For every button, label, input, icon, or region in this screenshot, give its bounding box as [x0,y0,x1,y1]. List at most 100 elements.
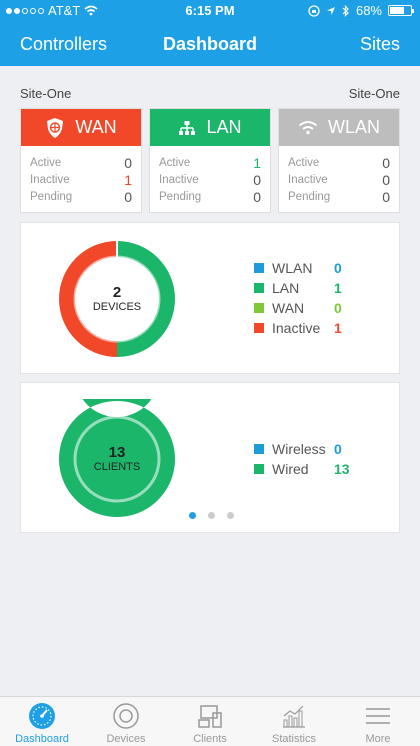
devices-count: 2 [112,284,122,301]
tab-statistics[interactable]: Statistics [252,697,336,746]
tab-bar: Dashboard Devices Clients Statistics [0,696,420,746]
wan-pending-row: Pending 0 [30,188,132,205]
legend-swatch [254,444,264,454]
wlan-card-header: WLAN [279,109,399,146]
site-row: Site-One Site-One [20,86,400,101]
tab-clients[interactable]: Clients [168,697,252,746]
page-dot[interactable] [226,512,234,519]
legend-label: WAN [272,300,305,316]
tab-label: Dashboard [15,733,69,745]
battery-icon [388,5,414,16]
page-indicator[interactable] [21,512,401,519]
wlan-card-title: WLAN [327,117,380,137]
clients-donut-chart [59,399,175,517]
row-value: 0 [382,154,390,171]
legend-item: LAN 1 [254,278,342,298]
legend-value: 13 [334,461,350,477]
devices-icon [113,703,139,729]
row-label: Active [159,156,191,169]
page-dot[interactable] [188,512,196,519]
status-bar: AT&T 6:15 PM 68% [0,0,420,20]
tab-dashboard[interactable]: Dashboard [0,697,84,746]
wlan-inactive-row: Inactive 0 [288,171,390,188]
tab-label: Statistics [271,733,316,745]
row-value: 0 [253,188,261,205]
legend-value: 0 [334,300,342,316]
devices-panel[interactable]: 2 DEVICES WLAN 0 LAN 1 WAN 0 Inactive 1 [20,222,400,374]
row-label: Inactive [159,173,199,186]
row-value: 1 [253,154,261,171]
lan-card[interactable]: LAN Active 1 Inactive 0 Pending 0 [149,108,271,213]
legend-label: Wireless [272,441,326,457]
menu-icon [366,708,390,724]
wan-card-title: WAN [75,117,117,137]
row-label: Pending [30,190,73,203]
clients-panel[interactable]: 13 CLIENTS Wireless 0 Wired 13 [20,382,400,533]
lan-card-header: LAN [150,109,270,146]
wan-active-row: Active 0 [30,154,132,171]
legend-label: Wired [272,461,309,477]
page-title: Dashboard [162,34,258,54]
top-bar: AT&T 6:15 PM 68% Controllers Dashbo [0,0,420,66]
dashboard-icon [29,703,55,729]
row-value: 0 [124,154,132,171]
site-name-left: Site-One [20,86,72,101]
lan-inactive-row: Inactive 0 [159,171,261,188]
legend-label: Inactive [272,320,321,336]
legend-swatch [254,283,264,293]
legend-value: 1 [334,280,342,296]
network-icon [179,120,196,135]
clients-count: 13 [108,444,126,461]
clients-legend: Wireless 0 Wired 13 [254,439,350,479]
wlan-card[interactable]: WLAN Active 0 Inactive 0 Pending 0 [278,108,400,213]
tab-more[interactable]: More [336,697,420,746]
legend-item: Inactive 1 [254,318,342,338]
row-label: Pending [288,190,331,203]
lan-active-row: Active 1 [159,154,261,171]
row-label: Active [288,156,320,169]
shield-icon [47,117,64,138]
controllers-button[interactable]: Controllers [20,34,108,54]
lan-pending-row: Pending 0 [159,188,261,205]
page-dot[interactable] [207,512,215,519]
row-value: 0 [124,188,132,205]
legend-item: WLAN 0 [254,258,342,278]
wan-card[interactable]: WAN Active 0 Inactive 1 Pending 0 [20,108,142,213]
wifi-status-icon [84,5,98,16]
sites-button[interactable]: Sites [359,34,400,54]
legend-value: 0 [334,441,342,457]
row-label: Inactive [288,173,328,186]
legend-value: 0 [334,260,342,276]
bluetooth-icon [342,4,349,17]
legend-swatch [254,263,264,273]
legend-label: LAN [272,280,300,296]
site-name-right[interactable]: Site-One [348,86,400,101]
tab-label: Clients [193,733,227,745]
tab-devices[interactable]: Devices [84,697,168,746]
legend-item: WAN 0 [254,298,342,318]
legend-item: Wired 13 [254,459,350,479]
lan-card-title: LAN [206,117,242,137]
row-value: 1 [124,171,132,188]
row-label: Pending [159,190,202,203]
legend-swatch [254,323,264,333]
row-value: 0 [253,171,261,188]
row-value: 0 [382,188,390,205]
row-label: Active [30,156,62,169]
wlan-active-row: Active 0 [288,154,390,171]
wlan-pending-row: Pending 0 [288,188,390,205]
orientation-lock-icon [308,4,320,17]
wifi-icon [298,121,318,135]
wan-card-header: WAN [21,109,141,146]
wan-inactive-row: Inactive 1 [30,171,132,188]
donut-slice-lan [117,241,175,357]
clients-center: 13 CLIENTS [77,444,157,473]
devices-center: 2 DEVICES [77,284,157,313]
devices-label: DEVICES [92,301,142,313]
signal-icon [6,7,44,14]
legend-value: 1 [334,320,342,336]
devices-legend: WLAN 0 LAN 1 WAN 0 Inactive 1 [254,258,342,338]
donut-slice-inactive [59,241,117,357]
battery-percent: 68% [355,3,382,18]
nav-bar: Controllers Dashboard Sites [0,22,420,66]
